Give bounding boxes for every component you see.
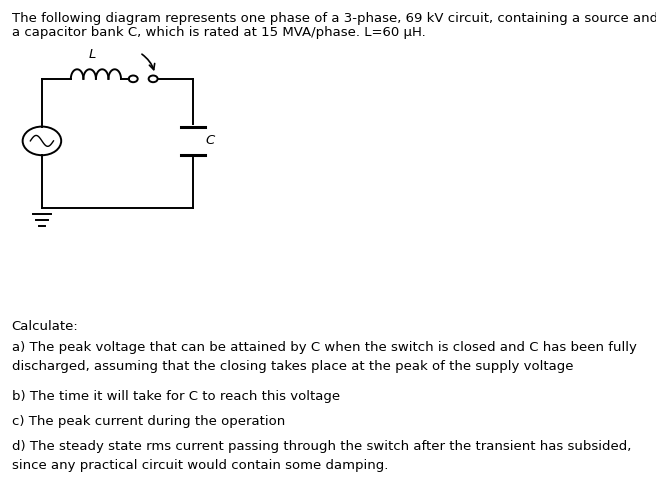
Text: d) The steady state rms current passing through the switch after the transient h: d) The steady state rms current passing … xyxy=(12,440,631,472)
Text: The following diagram represents one phase of a 3-phase, 69 kV circuit, containi: The following diagram represents one pha… xyxy=(12,12,656,25)
Text: a capacitor bank C, which is rated at 15 MVA/phase. L=60 μH.: a capacitor bank C, which is rated at 15… xyxy=(12,26,426,39)
Text: a) The peak voltage that can be attained by C when the switch is closed and C ha: a) The peak voltage that can be attained… xyxy=(12,341,636,374)
Text: L: L xyxy=(89,48,96,61)
Text: b) The time it will take for C to reach this voltage: b) The time it will take for C to reach … xyxy=(12,391,340,404)
Text: c) The peak current during the operation: c) The peak current during the operation xyxy=(12,415,285,428)
Text: Calculate:: Calculate: xyxy=(12,320,79,333)
Text: C: C xyxy=(206,134,215,148)
